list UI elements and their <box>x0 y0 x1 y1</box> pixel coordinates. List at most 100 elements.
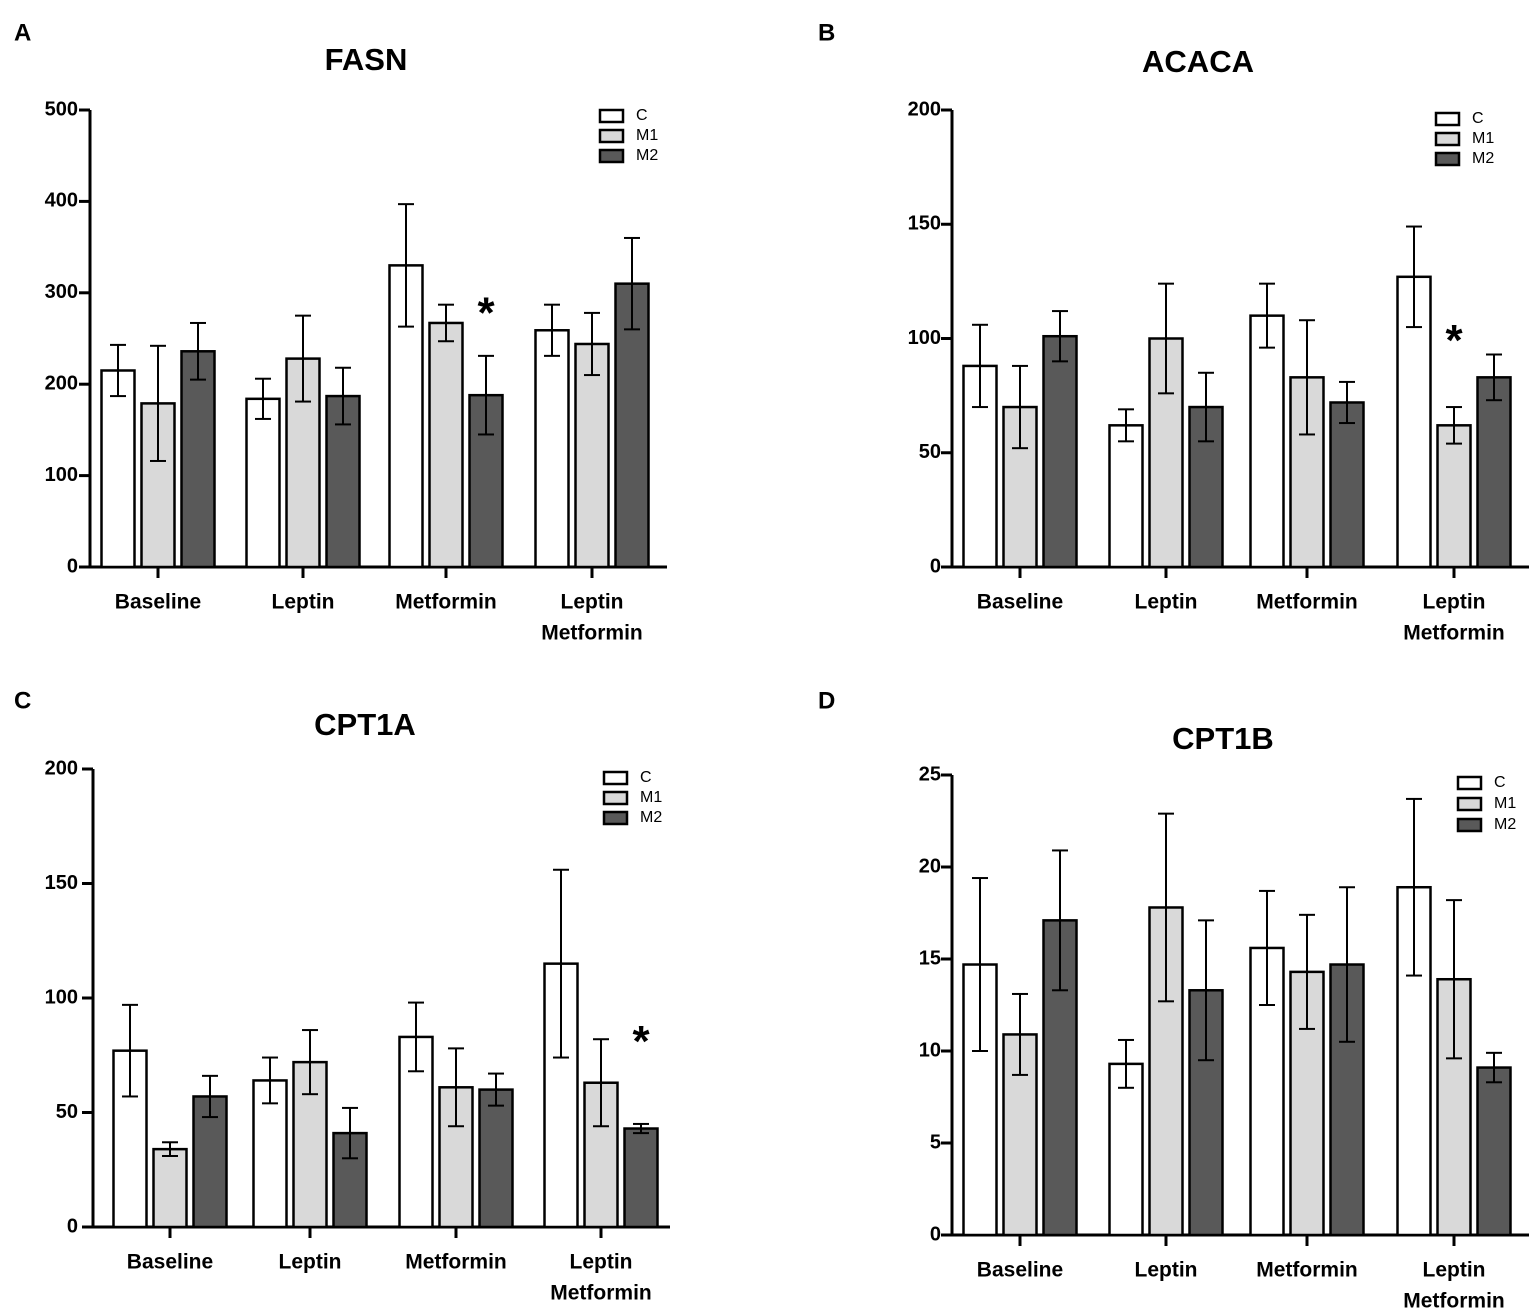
bar-m2 <box>623 1127 659 1229</box>
bar-m1 <box>574 342 610 569</box>
significance-marker: * <box>477 289 495 338</box>
y-tick-label: 200 <box>908 98 941 120</box>
y-tick-label: 10 <box>919 1039 941 1061</box>
x-category-label: Metformin <box>1256 1259 1358 1282</box>
y-tick-label: 100 <box>45 464 78 486</box>
bar-m2 <box>1042 334 1078 569</box>
x-category-label: Leptin <box>272 591 335 614</box>
panel-letter: A <box>14 19 31 46</box>
x-category-label: Leptin <box>279 1251 342 1274</box>
y-tick-label: 100 <box>908 327 941 349</box>
legend-label-c: C <box>640 769 652 786</box>
y-tick-label: 300 <box>45 281 78 303</box>
legend-label-m2: M2 <box>1472 150 1494 167</box>
legend-swatch-m1 <box>1456 796 1483 812</box>
y-tick-label: 0 <box>67 555 78 577</box>
bar-c <box>100 369 136 569</box>
legend-label-m1: M1 <box>1472 130 1494 147</box>
chart-title: ACACA <box>1142 44 1254 79</box>
panel-letter: D <box>818 687 835 714</box>
legend-label-c: C <box>1494 774 1506 791</box>
legend-swatch-m2 <box>602 810 629 826</box>
legend-label-m1: M1 <box>636 127 658 144</box>
x-category-label: Leptin <box>561 591 624 614</box>
legend-swatch-m1 <box>602 790 629 806</box>
y-tick-label: 0 <box>930 1223 941 1245</box>
x-category-label: Baseline <box>977 591 1063 614</box>
y-tick-label: 15 <box>919 947 941 969</box>
significance-marker: * <box>632 1017 650 1066</box>
chart-title: CPT1A <box>314 707 416 742</box>
x-category-label: Metformin <box>550 1282 652 1305</box>
y-tick-label: 50 <box>56 1101 78 1123</box>
bar-m2 <box>1476 1066 1512 1237</box>
legend-label-m1: M1 <box>640 789 662 806</box>
y-tick-label: 400 <box>45 190 78 212</box>
x-category-label: Baseline <box>127 1251 213 1274</box>
legend-swatch-c <box>602 770 629 786</box>
y-tick-label: 500 <box>45 98 78 120</box>
y-tick-label: 200 <box>45 372 78 394</box>
legend-label-m2: M2 <box>640 809 662 826</box>
y-tick-label: 25 <box>919 763 941 785</box>
y-tick-label: 150 <box>908 213 941 235</box>
y-tick-label: 20 <box>919 855 941 877</box>
chart-title: FASN <box>325 42 408 77</box>
bar-c <box>1108 1062 1144 1237</box>
y-tick-label: 100 <box>45 986 78 1008</box>
bar-m1 <box>152 1147 188 1229</box>
x-category-label: Metformin <box>1256 591 1358 614</box>
legend: C M1 M2 <box>598 107 658 164</box>
legend-swatch-c <box>598 108 625 124</box>
x-category-label: Leptin <box>1423 1259 1486 1282</box>
y-tick-label: 5 <box>930 1131 941 1153</box>
legend: C M1 M2 <box>1434 110 1494 167</box>
chart-panel-c: C CPT1A 0 50 100 150 200 Baseline Leptin Metformi… <box>14 687 670 1305</box>
legend-label-c: C <box>1472 110 1484 127</box>
x-category-label: Leptin <box>570 1251 633 1274</box>
y-tick-label: 150 <box>45 872 78 894</box>
legend-label-m1: M1 <box>1494 795 1516 812</box>
bar-m2 <box>478 1088 514 1229</box>
x-category-label: Metformin <box>405 1251 507 1274</box>
chart-panel-a: A FASN 0 100 200 300 400 500 Baseline Leptin Metfo… <box>14 19 667 645</box>
bar-m2 <box>180 350 216 569</box>
legend-swatch-m2 <box>598 148 625 164</box>
bar-c <box>245 397 281 569</box>
x-category-label: Baseline <box>115 591 201 614</box>
x-category-label: Baseline <box>977 1259 1063 1282</box>
x-category-label: Leptin <box>1135 1259 1198 1282</box>
bar-c <box>1249 314 1285 569</box>
y-tick-label: 50 <box>919 441 941 463</box>
x-category-label: Leptin <box>1135 591 1198 614</box>
x-category-label: Metformin <box>1403 622 1505 645</box>
x-category-label: Metformin <box>1403 1290 1505 1308</box>
legend-swatch-m1 <box>598 128 625 144</box>
x-category-label: Metformin <box>395 591 497 614</box>
bar-m1 <box>1436 424 1472 569</box>
panel-letter: C <box>14 687 31 714</box>
chart-panel-d: D CPT1B 0 5 10 15 20 25 Baseline Leptin Metformin L… <box>818 687 1529 1308</box>
bar-m1 <box>428 321 464 569</box>
legend-label-m2: M2 <box>1494 816 1516 833</box>
y-tick-label: 200 <box>45 757 78 779</box>
legend-swatch-c <box>1456 775 1483 791</box>
legend-swatch-m1 <box>1434 131 1461 147</box>
bar-c <box>534 329 570 569</box>
legend: C M1 M2 <box>602 769 662 826</box>
legend-swatch-m2 <box>1456 817 1483 833</box>
bar-m2 <box>1476 376 1512 569</box>
significance-marker: * <box>1445 316 1463 365</box>
bar-m2 <box>1329 401 1365 569</box>
bar-m2 <box>614 282 650 569</box>
legend-swatch-c <box>1434 111 1461 127</box>
y-tick-label: 0 <box>930 555 941 577</box>
chart-title: CPT1B <box>1172 721 1274 756</box>
legend-label-c: C <box>636 107 648 124</box>
legend-swatch-m2 <box>1434 151 1461 167</box>
y-tick-label: 0 <box>67 1215 78 1237</box>
chart-panel-b: B ACACA 0 50 100 150 200 Baseline Leptin Metformi… <box>818 19 1529 645</box>
x-category-label: Leptin <box>1423 591 1486 614</box>
bar-c <box>1108 424 1144 569</box>
